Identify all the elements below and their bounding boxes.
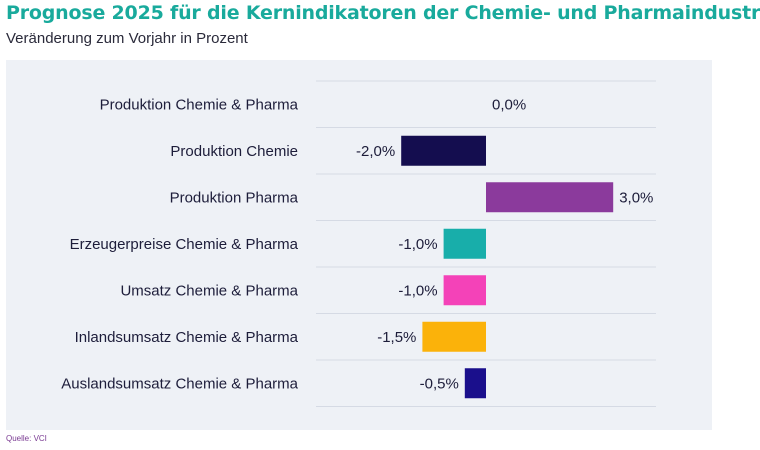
value-label: -1,5% [377,329,416,346]
category-label: Produktion Chemie [170,143,298,160]
bar [422,321,486,352]
value-label: 0,0% [492,96,526,113]
source-note: Quelle: VCI [6,434,47,443]
bar [401,135,486,166]
chart-subtitle: Veränderung zum Vorjahr in Prozent [6,30,248,47]
category-label: Erzeugerpreise Chemie & Pharma [70,236,299,253]
plot-background [6,60,712,430]
category-label: Umsatz Chemie & Pharma [120,282,298,299]
bar [486,182,614,213]
value-label: -0,5% [420,375,459,392]
chart-title: Prognose 2025 für die Kernindikatoren de… [6,2,760,24]
category-label: Auslandsumsatz Chemie & Pharma [61,375,298,392]
bar [464,368,486,399]
value-label: 3,0% [619,189,653,206]
category-label: Produktion Pharma [170,189,299,206]
category-label: Inlandsumsatz Chemie & Pharma [75,329,299,346]
value-label: -1,0% [398,282,437,299]
category-label: Produktion Chemie & Pharma [100,96,299,113]
value-label: -1,0% [398,236,437,253]
bar [443,275,486,306]
value-label: -2,0% [356,143,395,160]
bar [443,228,486,259]
